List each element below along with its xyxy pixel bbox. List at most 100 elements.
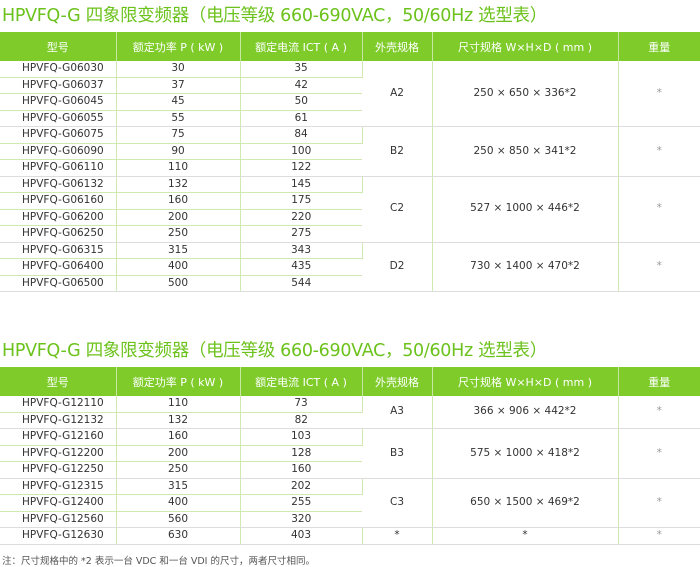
power-cell: 160: [116, 428, 241, 446]
selection-table-2: 型号 额定功率 P ( kW ) 额定电流 ICT ( A ) 外壳规格 尺寸规格 W×…: [0, 367, 700, 545]
model-cell: HPVFQ-G06250: [0, 225, 117, 243]
current-cell: 220: [240, 209, 362, 226]
weight-cell: *: [618, 396, 700, 429]
dimension-cell: 250 × 850 × 341*2: [432, 126, 619, 177]
frame-cell: A3: [362, 396, 433, 429]
column-header: 重量: [618, 367, 700, 396]
power-cell: 500: [116, 275, 241, 292]
power-cell: 200: [116, 209, 241, 226]
frame-cell: *: [362, 527, 433, 545]
column-header: 重量: [618, 32, 700, 61]
frame-cell: B3: [362, 428, 433, 479]
power-cell: 560: [116, 511, 241, 528]
table-row: HPVFQ-G12110 110 73 A3 366 × 906 × 442*2 *: [0, 396, 700, 429]
model-cell: HPVFQ-G12132: [0, 412, 117, 429]
dimension-cell: 650 × 1500 × 469*2: [432, 478, 619, 528]
model-cell: HPVFQ-G06200: [0, 209, 117, 226]
model-cell: HPVFQ-G12160: [0, 428, 117, 446]
weight-cell: *: [618, 428, 700, 479]
dimension-cell: *: [432, 527, 619, 545]
model-cell: HPVFQ-G06160: [0, 192, 117, 210]
table-row: HPVFQ-G12132 132 82: [0, 412, 700, 429]
current-cell: 42: [240, 77, 362, 94]
weight-cell: *: [618, 242, 700, 292]
table-row: HPVFQ-G06055 55 61: [0, 110, 700, 127]
model-cell: HPVFQ-G06315: [0, 242, 117, 259]
dimension-cell: 250 × 650 × 336*2: [432, 61, 619, 127]
current-cell: 160: [240, 461, 362, 479]
current-cell: 275: [240, 225, 362, 243]
model-cell: HPVFQ-G06055: [0, 110, 117, 127]
current-cell: 100: [240, 143, 362, 160]
column-header: 外壳规格: [362, 32, 433, 61]
power-cell: 110: [116, 159, 241, 177]
dimension-cell: 527 × 1000 × 446*2: [432, 176, 619, 243]
column-header: 额定功率 P ( kW ): [116, 367, 241, 396]
table-row: HPVFQ-G12250 250 160: [0, 461, 700, 479]
table-row: HPVFQ-G06200 200 220: [0, 209, 700, 226]
header-row: 型号 额定功率 P ( kW ) 额定电流 ICT ( A ) 外壳规格 尺寸规格 W×…: [0, 367, 700, 396]
weight-cell: *: [618, 176, 700, 243]
column-header: 尺寸规格 W×H×D ( mm ): [432, 367, 619, 396]
current-cell: 544: [240, 275, 362, 292]
table2-title: HPVFQ-G 四象限变频器（电压等级 660-690VAC，50/60Hz 选…: [2, 341, 547, 361]
current-cell: 202: [240, 478, 363, 495]
selection-table-1: 型号 额定功率 P ( kW ) 额定电流 ICT ( A ) 外壳规格 尺寸规格 W×…: [0, 32, 700, 292]
power-cell: 315: [116, 242, 241, 259]
model-cell: HPVFQ-G12200: [0, 445, 117, 462]
current-cell: 175: [240, 192, 362, 210]
weight-cell: *: [618, 126, 700, 177]
frame-cell: C3: [362, 478, 433, 528]
power-cell: 160: [116, 192, 241, 210]
current-cell: 61: [240, 110, 362, 127]
column-header: 尺寸规格 W×H×D ( mm ): [432, 32, 619, 61]
power-cell: 132: [116, 412, 241, 429]
table-row: HPVFQ-G06315 315 343 D2 730 × 1400 × 470*2 *: [0, 242, 700, 292]
model-cell: HPVFQ-G06132: [0, 176, 117, 193]
table-row: HPVFQ-G06250 250 275: [0, 225, 700, 243]
power-cell: 30: [116, 61, 241, 78]
table-row: HPVFQ-G06110 110 122: [0, 159, 700, 177]
table-row: HPVFQ-G06090 90 100: [0, 143, 700, 160]
model-cell: HPVFQ-G06500: [0, 275, 117, 292]
current-cell: 82: [240, 412, 362, 429]
current-cell: 122: [240, 159, 362, 177]
dimension-cell: 366 × 906 × 442*2: [432, 396, 619, 429]
power-cell: 90: [116, 143, 241, 160]
model-cell: HPVFQ-G06037: [0, 77, 117, 94]
table-row: HPVFQ-G06037 37 42: [0, 77, 700, 94]
model-cell: HPVFQ-G12400: [0, 494, 117, 512]
model-cell: HPVFQ-G06090: [0, 143, 117, 160]
model-cell: HPVFQ-G06110: [0, 159, 117, 177]
model-cell: HPVFQ-G06075: [0, 126, 117, 144]
current-cell: 73: [240, 396, 363, 413]
table-row: HPVFQ-G06045 45 50: [0, 93, 700, 111]
model-cell: HPVFQ-G06030: [0, 61, 117, 78]
power-cell: 250: [116, 225, 241, 243]
current-cell: 403: [240, 527, 363, 545]
frame-cell: A2: [362, 61, 433, 127]
power-cell: 315: [116, 478, 241, 495]
column-header: 额定功率 P ( kW ): [116, 32, 241, 61]
weight-cell: *: [618, 478, 700, 528]
power-cell: 250: [116, 461, 241, 479]
power-cell: 630: [116, 527, 241, 545]
power-cell: 45: [116, 93, 241, 111]
dimension-cell: 575 × 1000 × 418*2: [432, 428, 619, 479]
model-cell: HPVFQ-G12110: [0, 396, 117, 413]
model-cell: HPVFQ-G06045: [0, 93, 117, 111]
footnote: 注：尺寸规格中的 *2 表示一台 VDC 和一台 VDI 的尺寸，两者尺寸相同。: [2, 556, 315, 567]
model-cell: HPVFQ-G12630: [0, 527, 117, 545]
current-cell: 255: [240, 494, 362, 512]
power-cell: 55: [116, 110, 241, 127]
current-cell: 320: [240, 511, 362, 528]
model-cell: HPVFQ-G12560: [0, 511, 117, 528]
current-cell: 145: [240, 176, 363, 193]
table-row: HPVFQ-G06160 160 175: [0, 192, 700, 210]
current-cell: 343: [240, 242, 363, 259]
current-cell: 35: [240, 61, 363, 78]
table-row: HPVFQ-G12315 315 202 C3 650 × 1500 × 469*2 *: [0, 478, 700, 528]
column-header: 型号: [0, 32, 117, 61]
table-row: HPVFQ-G12400 400 255: [0, 494, 700, 512]
table-row: HPVFQ-G06500 500 544: [0, 275, 700, 292]
